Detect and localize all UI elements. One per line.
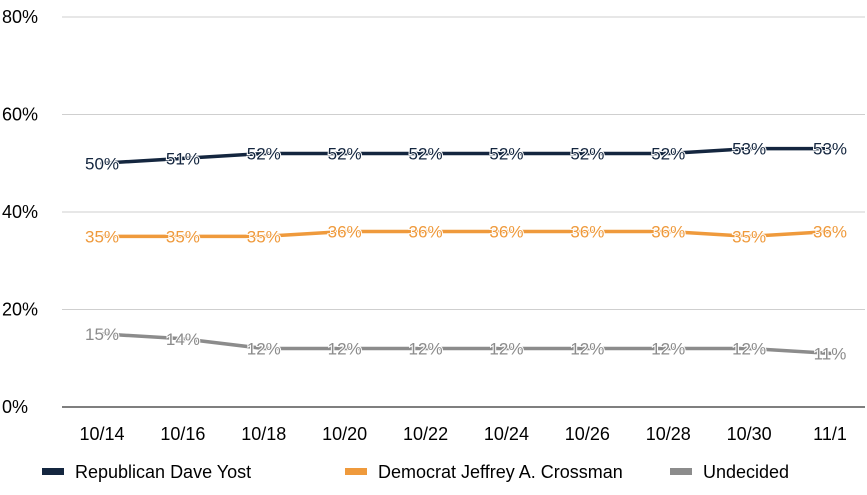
series-0: 50% 51% 52% 52% 52% 52% 52% 52% 53% 53% <box>84 139 848 175</box>
series-1: 35% 35% 35% 36% 36% 36% 36% 36% 35% 36% <box>84 222 848 248</box>
x-tick-label: 10/24 <box>484 424 529 444</box>
data-label: 12% <box>651 340 685 359</box>
legend-swatch <box>42 468 64 475</box>
data-label: 51% <box>166 149 200 168</box>
legend-swatch <box>345 468 367 475</box>
data-label: 12% <box>489 340 523 359</box>
data-label: 35% <box>85 227 119 246</box>
data-label: 35% <box>732 227 766 246</box>
x-tick-label: 10/30 <box>727 424 772 444</box>
series-layer: 50% 51% 52% 52% 52% 52% 52% 52% 53% 53%35% 35% 35% 3… <box>84 139 848 365</box>
data-label: 50% <box>85 154 119 173</box>
data-label: 52% <box>409 145 443 164</box>
y-tick-label: 20% <box>2 300 38 320</box>
data-label: 53% <box>732 140 766 159</box>
y-tick-label: 0% <box>2 397 28 417</box>
data-label: 52% <box>651 145 685 164</box>
legend: Republican Dave Yost Democrat Jeffrey A. … <box>42 462 789 482</box>
x-tick-label: 10/22 <box>403 424 448 444</box>
legend-item-0: Republican Dave Yost <box>42 462 251 482</box>
legend-item-2: Undecided <box>670 462 789 482</box>
y-tick-label: 80% <box>2 7 38 27</box>
data-label: 53% <box>813 140 847 159</box>
data-label: 36% <box>409 223 443 242</box>
y-tick-label: 60% <box>2 105 38 125</box>
data-label: 35% <box>166 227 200 246</box>
data-label: 52% <box>570 145 604 164</box>
legend-swatch <box>670 468 692 475</box>
data-label: 14% <box>166 330 200 349</box>
series-line <box>100 146 832 165</box>
x-tick-label: 10/18 <box>241 424 286 444</box>
data-label: 36% <box>489 223 523 242</box>
data-label: 35% <box>247 227 281 246</box>
y-axis-ticks: 0% 20% 40% 60% 80% <box>2 7 38 417</box>
data-label: 36% <box>651 223 685 242</box>
data-label: 36% <box>570 223 604 242</box>
data-label: 12% <box>570 340 604 359</box>
x-tick-label: 10/16 <box>160 424 205 444</box>
x-tick-label: 10/26 <box>565 424 610 444</box>
data-label: 12% <box>732 340 766 359</box>
legend-label: Democrat Jeffrey A. Crossman <box>378 462 623 482</box>
legend-item-1: Democrat Jeffrey A. Crossman <box>345 462 623 482</box>
data-label: 11% <box>814 344 847 363</box>
data-label: 15% <box>85 325 119 344</box>
x-tick-label: 10/20 <box>322 424 367 444</box>
data-label: 52% <box>247 145 281 164</box>
x-tick-label: 10/14 <box>79 424 124 444</box>
legend-label: Republican Dave Yost <box>75 462 251 482</box>
data-label: 36% <box>813 223 847 242</box>
data-label: 52% <box>328 145 362 164</box>
grid-layer <box>62 16 865 408</box>
x-tick-label: 10/28 <box>646 424 691 444</box>
legend-label: Undecided <box>703 462 789 482</box>
y-tick-label: 40% <box>2 202 38 222</box>
series-2: 15% 14% 12% 12% 12% 12% 12% 12% 12% 11% <box>84 324 847 365</box>
x-axis-ticks: 10/14 10/16 10/18 10/20 10/22 10/24 10/26 10/28… <box>79 424 846 444</box>
series-line <box>100 229 832 239</box>
data-label: 12% <box>247 340 281 359</box>
data-label: 52% <box>489 145 523 164</box>
data-label: 12% <box>409 340 443 359</box>
data-label: 36% <box>328 223 362 242</box>
series-line <box>100 332 832 356</box>
x-tick-label: 11/1 <box>813 424 847 444</box>
data-label: 12% <box>328 340 362 359</box>
